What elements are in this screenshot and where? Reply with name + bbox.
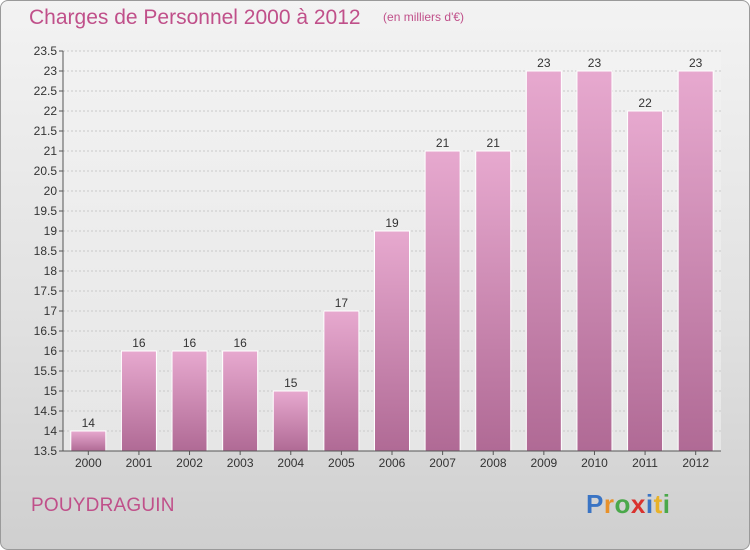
x-tick-label-2002: 2002 [176,456,203,470]
value-label-2009: 23 [537,56,551,70]
x-tick-label-2001: 2001 [126,456,153,470]
y-tick-label: 23 [44,64,58,78]
y-tick-label: 14.5 [34,404,58,418]
x-tick-label-2003: 2003 [227,456,254,470]
x-tick-label-2004: 2004 [277,456,304,470]
value-label-2000: 14 [82,416,96,430]
y-tick-label: 20.5 [34,164,58,178]
x-tick-label-2000: 2000 [75,456,102,470]
bar-2011 [627,110,664,452]
y-tick-labels: 13.5 14 14.5 15 15.5 16 16.5 17 17.5 18 18.5 19 19.5… [34,44,58,458]
commune-name: POUYDRAGUIN [31,495,175,516]
y-tick-label: 21 [44,144,58,158]
y-tick-label: 19.5 [34,204,58,218]
bar-2007 [424,150,461,452]
bar-2008 [475,150,512,452]
value-label-2004: 15 [284,376,298,390]
bar-2004 [272,390,309,452]
x-tick-label-2010: 2010 [581,456,608,470]
title-row: Charges de Personnel 2000 à 2012 (en mil… [29,6,464,30]
x-tick-label-2012: 2012 [682,456,709,470]
value-label-2007: 21 [436,136,450,150]
value-label-2012: 23 [689,56,703,70]
x-tick-labels: 2000 2001 2002 2003 2004 2005 2006 2007 2008 2009… [75,451,709,470]
x-tick-label-2009: 2009 [530,456,557,470]
bars [70,70,714,452]
bar-2012 [677,70,714,452]
y-tick-label: 21.5 [34,124,58,138]
value-label-2008: 21 [487,136,501,150]
value-label-2011: 22 [638,96,652,110]
bar-2001 [120,350,157,452]
bar-2006 [374,230,410,452]
value-label-2006: 19 [385,216,399,230]
x-tick-label-2007: 2007 [429,456,456,470]
value-label-2001: 16 [132,336,146,350]
bar-2002 [171,350,208,452]
y-tick-label: 20 [44,184,58,198]
x-tick-label-2005: 2005 [328,456,355,470]
chart-subtitle: (en milliers d'€) [383,10,465,24]
bar-2005 [323,310,360,452]
x-tick-label-2006: 2006 [379,456,406,470]
y-tick-label: 22 [44,104,58,118]
value-labels: 14 16 16 16 15 17 19 21 21 23 23 22 23 [82,56,703,430]
value-label-2003: 16 [233,336,247,350]
x-tick-label-2011: 2011 [632,456,658,470]
bar-2000 [70,430,107,452]
proxiti-logo[interactable]: Proxiti [586,489,671,519]
y-tick-label: 19 [44,224,58,238]
chart-title: Charges de Personnel 2000 à 2012 [29,6,361,29]
x-tick-label-2008: 2008 [480,456,507,470]
y-tick-label: 22.5 [34,84,58,98]
y-tick-label: 23.5 [34,44,58,58]
y-tick-label: 16.5 [34,324,58,338]
y-tick-label: 13.5 [34,444,58,458]
y-tick-label: 16 [44,344,58,358]
value-label-2002: 16 [183,336,197,350]
y-tick-label: 17 [44,304,58,318]
y-tick-label: 14 [44,424,58,438]
y-tick-label: 15.5 [34,364,58,378]
bar-2003 [222,350,259,452]
value-label-2010: 23 [588,56,602,70]
y-tick-label: 15 [44,384,58,398]
bar-2009 [525,70,562,452]
value-label-2005: 17 [335,296,349,310]
y-tick-label: 18.5 [34,244,58,258]
y-tick-label: 18 [44,264,58,278]
y-tick-label: 17.5 [34,284,58,298]
bar-2010 [576,70,613,452]
